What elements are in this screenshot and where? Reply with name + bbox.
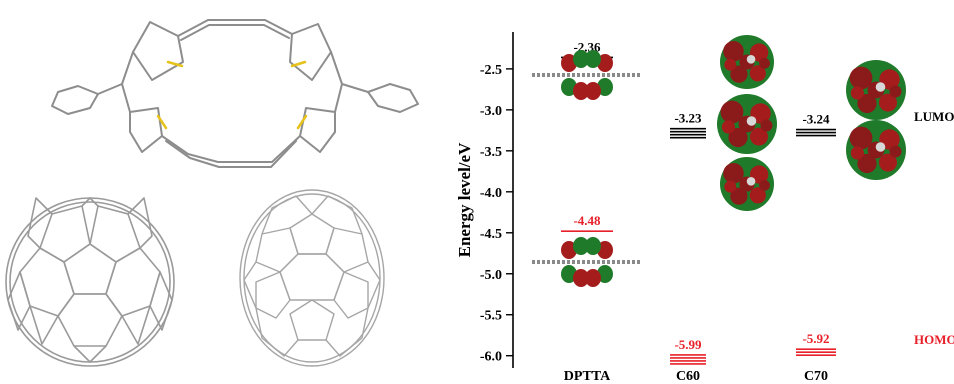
orbital-lobe — [597, 241, 613, 259]
orbital-lobe — [597, 78, 613, 96]
orbital-lobe — [730, 65, 748, 83]
c60-lumo-orbital-1 — [720, 35, 774, 89]
y-tick-label: -4.5 — [480, 227, 502, 242]
orbital-lobe — [879, 153, 897, 172]
category-label: DPTTA — [564, 369, 611, 384]
orbital-lobe — [561, 54, 577, 72]
homo-level-dptta: -4.48 — [561, 213, 613, 232]
energy-chart: -2.5 -3.0 -3.5 -4.0 -4.5 -5.0 -5.5 -6.0 Energy … — [455, 32, 954, 384]
orbital-lobe — [889, 145, 902, 158]
orbital-lobe — [850, 86, 865, 100]
y-axis-label: Energy level/eV — [455, 142, 474, 257]
orbital-lobe — [750, 127, 768, 146]
orbital-lobe — [585, 50, 601, 68]
orbital-lobe — [749, 187, 766, 204]
homo-value-label: -5.99 — [674, 337, 702, 352]
orbital-lobe — [561, 265, 577, 283]
orbital-lobe — [721, 120, 736, 134]
dptta-lumo-orbital — [532, 50, 642, 100]
lumo-label: LUMO — [914, 109, 954, 124]
orbital-lobe — [585, 82, 601, 100]
y-tick-label: -4.0 — [480, 186, 502, 201]
lumo-value-label: -3.23 — [674, 111, 702, 126]
orbital-lobe — [720, 100, 744, 124]
orbital-lobe — [585, 237, 601, 255]
y-tick-label: -3.5 — [480, 145, 502, 160]
orbital-lobe — [849, 126, 873, 150]
category-label: C70 — [804, 369, 828, 384]
lumo-level-c60: -3.23 — [670, 111, 706, 139]
lumo-value-label: -3.24 — [802, 112, 830, 127]
orbital-lobe — [561, 78, 577, 96]
c60-lumo-orbital-2 — [717, 94, 777, 154]
y-tick-label: -2.5 — [480, 63, 502, 78]
orbital-lobe — [759, 57, 770, 69]
orbital-lobe — [759, 179, 770, 191]
y-tick-label: -5.5 — [480, 309, 502, 324]
orbital-lobe — [724, 180, 737, 193]
c70-lumo-orbital-1 — [846, 60, 906, 120]
orbital-lobe — [573, 269, 589, 287]
orbital-lobe — [857, 153, 877, 174]
orbital-plots — [532, 35, 906, 287]
homo-level-c70: -5.92 — [796, 331, 836, 356]
orbital-lobe — [857, 93, 877, 114]
orbital-lobe — [850, 146, 865, 160]
orbital-lobe — [573, 237, 589, 255]
orbital-lobe — [724, 58, 737, 71]
c70-cage — [239, 189, 385, 367]
homo-value-label: -5.92 — [802, 331, 829, 346]
y-tick-label: -3.0 — [480, 104, 502, 119]
orbital-lobe — [723, 162, 744, 184]
y-axis-ticks: -2.5 -3.0 -3.5 -4.0 -4.5 -5.0 -5.5 -6.0 — [480, 63, 513, 365]
orbital-lobe — [723, 40, 744, 62]
orbital-lobe — [879, 93, 897, 112]
c60-cage — [5, 197, 175, 367]
homo-value-label: -4.48 — [573, 213, 601, 228]
y-tick-label: -6.0 — [480, 350, 502, 365]
orbital-lobe — [573, 50, 589, 68]
orbital-lobe — [749, 65, 766, 82]
dptta-homo-orbital — [532, 237, 642, 287]
orbital-lobe — [849, 66, 873, 90]
orbital-lobe — [728, 127, 748, 148]
orbital-lobe — [746, 54, 756, 64]
orbital-lobe — [730, 187, 748, 205]
orbital-lobe — [597, 54, 613, 72]
orbital-lobe — [746, 176, 756, 186]
homo-label: HOMO — [914, 332, 954, 347]
orbital-lobe — [889, 85, 902, 98]
category-labels: DPTTA C60 C70 — [564, 369, 828, 384]
orbital-lobe — [875, 82, 886, 92]
orbital-lobe — [597, 265, 613, 283]
y-tick-label: -5.0 — [480, 268, 502, 283]
orbital-lobe — [760, 119, 773, 132]
orbital-lobe — [875, 142, 886, 152]
orbital-lobe — [573, 82, 589, 100]
orbital-lobe — [585, 269, 601, 287]
homo-level-c60: -5.99 — [670, 337, 706, 365]
c60-lumo-orbital-3 — [720, 157, 774, 211]
dptta-structure — [51, 19, 419, 168]
lumo-level-c70: -3.24 — [796, 112, 836, 137]
category-label: C60 — [676, 369, 700, 384]
c70-lumo-orbital-2 — [846, 120, 906, 180]
orbital-lobe — [561, 241, 577, 259]
orbital-lobe — [746, 116, 757, 126]
